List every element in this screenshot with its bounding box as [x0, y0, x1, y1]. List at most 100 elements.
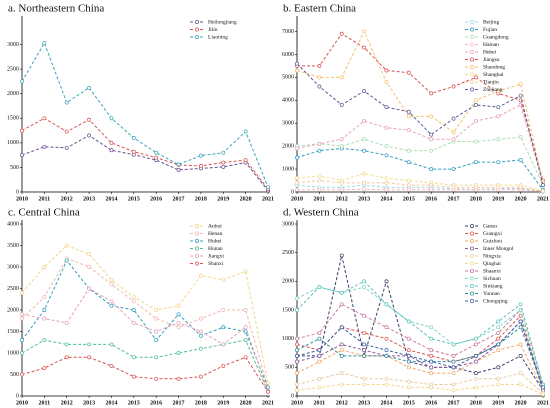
x-tick-label: 2014 — [380, 400, 392, 406]
point — [20, 153, 24, 158]
point — [295, 388, 299, 393]
point — [473, 371, 478, 376]
point — [221, 277, 226, 282]
point — [176, 320, 181, 325]
x-tick-label: 2010 — [291, 400, 303, 406]
point — [362, 279, 367, 284]
legend-label: Hubei — [208, 238, 222, 244]
point — [198, 316, 203, 321]
x-tick-label: 2016 — [150, 196, 162, 202]
point — [384, 68, 389, 73]
point — [496, 160, 501, 165]
point — [362, 353, 367, 358]
x-tick-label: 2012 — [336, 196, 348, 202]
point — [221, 150, 226, 155]
point — [384, 105, 389, 110]
y-tick-label: 2500 — [7, 67, 19, 73]
legend-marker — [470, 246, 474, 251]
point — [384, 279, 389, 284]
point — [176, 167, 181, 172]
point — [64, 342, 69, 347]
point — [451, 365, 456, 370]
legend-label: Guangxi — [483, 231, 502, 237]
point — [451, 130, 456, 135]
point — [317, 173, 322, 178]
point — [518, 319, 523, 324]
legend-label: Liaoning — [208, 34, 228, 40]
legend-marker — [195, 231, 199, 236]
point — [451, 342, 456, 347]
point — [518, 325, 523, 330]
point — [317, 141, 322, 146]
point — [429, 365, 434, 370]
point — [317, 376, 322, 381]
point — [317, 187, 322, 192]
y-tick-label: 3500 — [7, 243, 19, 249]
point — [64, 243, 69, 248]
point — [109, 116, 114, 121]
y-tick-label: 4000 — [282, 98, 294, 104]
series-line — [296, 63, 544, 186]
point — [42, 338, 47, 343]
y-tick-label: 1000 — [282, 336, 294, 342]
y-tick-label: 1000 — [282, 166, 294, 172]
legend-marker — [470, 239, 474, 243]
legend-label: Guizhou — [483, 238, 502, 244]
point — [64, 100, 69, 105]
legend-marker — [470, 261, 474, 266]
point — [496, 325, 501, 330]
point — [496, 185, 501, 190]
point — [451, 388, 456, 393]
point — [362, 148, 367, 153]
x-tick-label: 2017 — [173, 400, 185, 406]
point — [541, 189, 545, 194]
point — [362, 118, 367, 123]
legend-marker — [195, 27, 199, 32]
legend-label: Zhejiang — [483, 87, 503, 93]
point — [317, 285, 322, 290]
x-tick-label: 2016 — [425, 400, 437, 406]
point — [518, 342, 523, 347]
point — [109, 277, 114, 282]
point — [518, 93, 523, 98]
point — [496, 330, 501, 335]
point — [154, 316, 159, 321]
x-tick-label: 2021 — [537, 196, 549, 202]
point — [87, 286, 92, 291]
point — [362, 171, 367, 176]
legend-label: Ningxia — [483, 253, 501, 259]
x-tick-label: 2013 — [358, 400, 370, 406]
point — [20, 316, 24, 321]
series-line — [21, 244, 269, 384]
point — [518, 82, 523, 87]
legend-marker — [470, 50, 474, 54]
point — [20, 79, 24, 84]
y-tick-label: 2500 — [282, 250, 294, 256]
point — [496, 137, 501, 142]
point — [339, 382, 344, 387]
legend-marker — [470, 80, 474, 84]
point — [176, 376, 181, 381]
point — [406, 109, 411, 114]
point — [384, 79, 389, 84]
point — [362, 376, 367, 381]
y-tick-label: 0 — [16, 393, 19, 399]
point — [384, 144, 389, 149]
series-line — [296, 180, 544, 192]
point — [243, 158, 248, 163]
point — [42, 295, 47, 300]
y-tick-label: 2000 — [7, 307, 19, 313]
point — [518, 157, 523, 162]
point — [473, 160, 478, 165]
point — [317, 330, 322, 335]
point — [406, 348, 411, 353]
point — [473, 139, 478, 144]
x-tick-label: 2010 — [16, 196, 28, 202]
legend-marker — [470, 57, 474, 62]
y-tick-label: 3000 — [282, 121, 294, 127]
point — [384, 153, 389, 158]
y-tick-label: 2500 — [7, 286, 19, 292]
point — [64, 145, 69, 150]
series-line — [296, 372, 544, 394]
point — [154, 355, 159, 360]
